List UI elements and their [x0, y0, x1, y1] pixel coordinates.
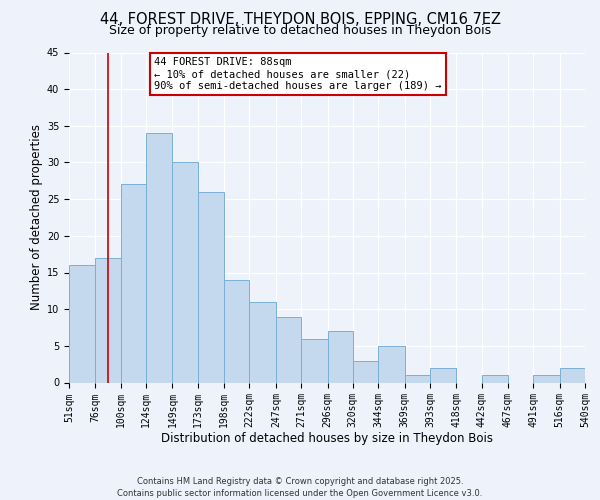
- Bar: [198, 192, 224, 382]
- Text: Size of property relative to detached houses in Theydon Bois: Size of property relative to detached ho…: [109, 24, 491, 37]
- Text: Contains HM Land Registry data © Crown copyright and database right 2025.
Contai: Contains HM Land Registry data © Crown c…: [118, 476, 482, 498]
- Bar: [353, 360, 378, 382]
- Text: 44 FOREST DRIVE: 88sqm
← 10% of detached houses are smaller (22)
90% of semi-det: 44 FOREST DRIVE: 88sqm ← 10% of detached…: [154, 58, 442, 90]
- Bar: [533, 375, 560, 382]
- Bar: [276, 316, 301, 382]
- Bar: [121, 184, 146, 382]
- Bar: [224, 280, 250, 382]
- Bar: [301, 338, 328, 382]
- Bar: [378, 346, 404, 383]
- Bar: [172, 162, 198, 382]
- Bar: [404, 375, 430, 382]
- Bar: [146, 133, 172, 382]
- Bar: [328, 331, 353, 382]
- Bar: [482, 375, 508, 382]
- Bar: [560, 368, 585, 382]
- Y-axis label: Number of detached properties: Number of detached properties: [29, 124, 43, 310]
- Bar: [250, 302, 276, 382]
- Bar: [69, 265, 95, 382]
- Text: 44, FOREST DRIVE, THEYDON BOIS, EPPING, CM16 7EZ: 44, FOREST DRIVE, THEYDON BOIS, EPPING, …: [100, 12, 500, 28]
- X-axis label: Distribution of detached houses by size in Theydon Bois: Distribution of detached houses by size …: [161, 432, 493, 444]
- Bar: [95, 258, 121, 382]
- Bar: [430, 368, 456, 382]
